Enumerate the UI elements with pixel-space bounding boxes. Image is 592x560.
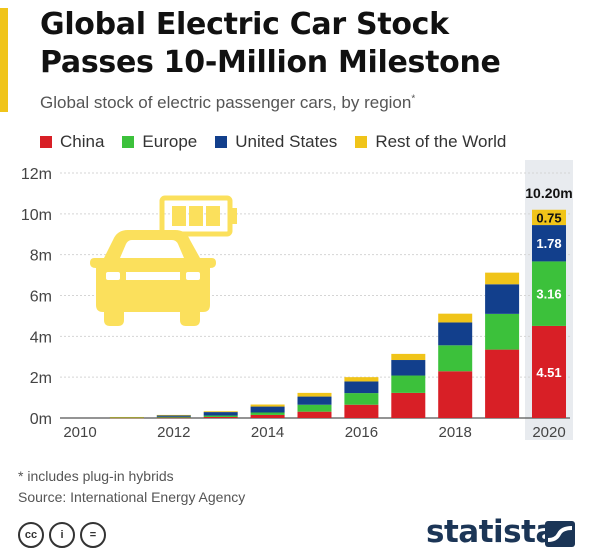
bar-segment-united-states-2019 (485, 284, 520, 314)
bar-segment-rest-of-world-2019 (485, 272, 520, 285)
bar-segment-rest-of-world-2017 (391, 353, 426, 361)
bar-segment-china-2014 (250, 414, 285, 418)
electric-car-icon (90, 195, 237, 326)
bar-segment-rest-of-world-2018 (438, 313, 473, 323)
no-derivatives-icon: = (80, 522, 106, 548)
bar-segment-united-states-2017 (391, 360, 426, 376)
legend-item-china: China (40, 132, 104, 152)
bar-segment-rest-of-world-2016 (344, 377, 379, 382)
bar-segment-europe-2020 (532, 261, 566, 326)
y-tick-label: 6m (30, 289, 52, 306)
legend-swatch-europe (122, 136, 135, 148)
y-tick-label: 8m (30, 248, 52, 265)
bar-segment-china-2015 (297, 411, 332, 418)
bar-segment-europe-2016 (344, 393, 379, 405)
bar-segment-united-states-2014 (250, 406, 285, 413)
car-windshield (120, 240, 184, 258)
bar-segment-rest-of-world-2020 (532, 209, 566, 226)
bar-segment-china-2016 (344, 404, 379, 418)
chart-title: Global Electric Car Stock Passes 10-Mill… (40, 6, 585, 82)
y-tick-label: 10m (21, 207, 52, 224)
bar-segment-rest-of-world-2012 (156, 414, 191, 416)
license-icons: cc i = (18, 522, 111, 548)
bar-segment-europe-2015 (297, 404, 332, 412)
bar-segment-china-2017 (391, 392, 426, 418)
legend-label-china: China (60, 132, 105, 151)
statista-logo-icon (545, 521, 575, 547)
legend-item-europe: Europe (122, 132, 197, 152)
car-grille (126, 272, 180, 280)
footnote-note: * includes plug-in hybrids (18, 468, 174, 484)
data-label-china: 4.51 (536, 365, 561, 380)
bar-segment-china-2019 (485, 349, 520, 418)
car-headlight-left (106, 272, 120, 280)
bar-chart: 0m 2m 4m 6m 8m 10m 12m 2010 2012 2014 2016 2018 2020… (21, 160, 573, 441)
bar-segment-china-2013 (203, 416, 238, 418)
legend-label-rest-of-world: Rest of the World (375, 132, 507, 151)
bar-segment-united-states-2016 (344, 381, 379, 394)
chart-legend: China Europe United States Rest of the W… (40, 132, 524, 152)
chart-title-line-1: Global Electric Car Stock (40, 7, 449, 42)
legend-swatch-united-states (215, 136, 228, 148)
bar-segment-united-states-2018 (438, 322, 473, 346)
attribution-icon: i (49, 522, 75, 548)
battery-cell (189, 206, 203, 226)
subtitle-footnote-mark: * (411, 93, 416, 105)
legend-swatch-rest-of-world (355, 136, 368, 148)
chart-subtitle-text: Global stock of electric passenger cars,… (40, 93, 412, 112)
x-tick-label: 2014 (251, 424, 284, 441)
chart-title-line-2: Passes 10-Million Milestone (40, 45, 501, 80)
legend-label-united-states: United States (235, 132, 338, 151)
battery-cell (172, 206, 186, 226)
bar-segment-united-states-2020 (532, 225, 566, 262)
y-tick-label: 0m (30, 411, 52, 428)
legend-swatch-china (40, 136, 52, 148)
x-tick-label: 2010 (63, 424, 96, 441)
car-headlight-right (186, 272, 200, 280)
data-label-total: 10.20m (525, 185, 572, 201)
legend-label-europe: Europe (142, 132, 198, 151)
bar-segment-europe-2014 (250, 412, 285, 415)
x-tick-label: 2018 (439, 424, 472, 441)
y-tick-label: 4m (30, 329, 52, 346)
bar-segment-united-states-2015 (297, 396, 332, 405)
bar-segment-europe-2018 (438, 345, 473, 372)
statista-wordmark: statista (426, 514, 556, 550)
bar-segment-europe-2013 (203, 415, 238, 417)
x-tick-label: 2012 (157, 424, 190, 441)
footnote-source: Source: International Energy Agency (18, 489, 246, 505)
chart-subtitle: Global stock of electric passenger cars,… (40, 93, 415, 113)
bar-segment-europe-2012 (156, 416, 191, 418)
bar-segment-china-2012 (156, 417, 191, 419)
cc-icon: cc (18, 522, 44, 548)
y-tick-label: 12m (21, 166, 52, 183)
bar-segment-united-states-2013 (203, 412, 238, 416)
y-tick-label: 2m (30, 370, 52, 387)
battery-terminal (230, 208, 237, 224)
bar-segment-rest-of-world-2015 (297, 392, 332, 397)
bar-segment-rest-of-world-2011 (109, 416, 144, 418)
footnote: * includes plug-in hybrids Source: Inter… (18, 466, 245, 508)
legend-item-rest-of-world: Rest of the World (355, 132, 506, 152)
bar-segment-united-states-2012 (156, 415, 191, 417)
bar-segment-europe-2017 (391, 375, 426, 393)
data-label-united-states: 1.78 (536, 236, 561, 251)
data-label-rest-of-world: 0.75 (536, 210, 561, 225)
legend-item-united-states: United States (215, 132, 337, 152)
data-label-europe: 3.16 (536, 287, 561, 302)
bar-segment-china-2018 (438, 371, 473, 418)
x-tick-label: 2016 (345, 424, 378, 441)
x-tick-label: 2020 (532, 424, 565, 441)
bar-segment-europe-2011 (109, 417, 144, 419)
bar-segment-rest-of-world-2014 (250, 404, 285, 407)
bar-segment-china-2020 (532, 325, 566, 418)
accent-bar (0, 8, 8, 112)
bar-segment-rest-of-world-2013 (203, 411, 238, 413)
battery-cell (206, 206, 220, 226)
bar-segment-europe-2019 (485, 313, 520, 350)
